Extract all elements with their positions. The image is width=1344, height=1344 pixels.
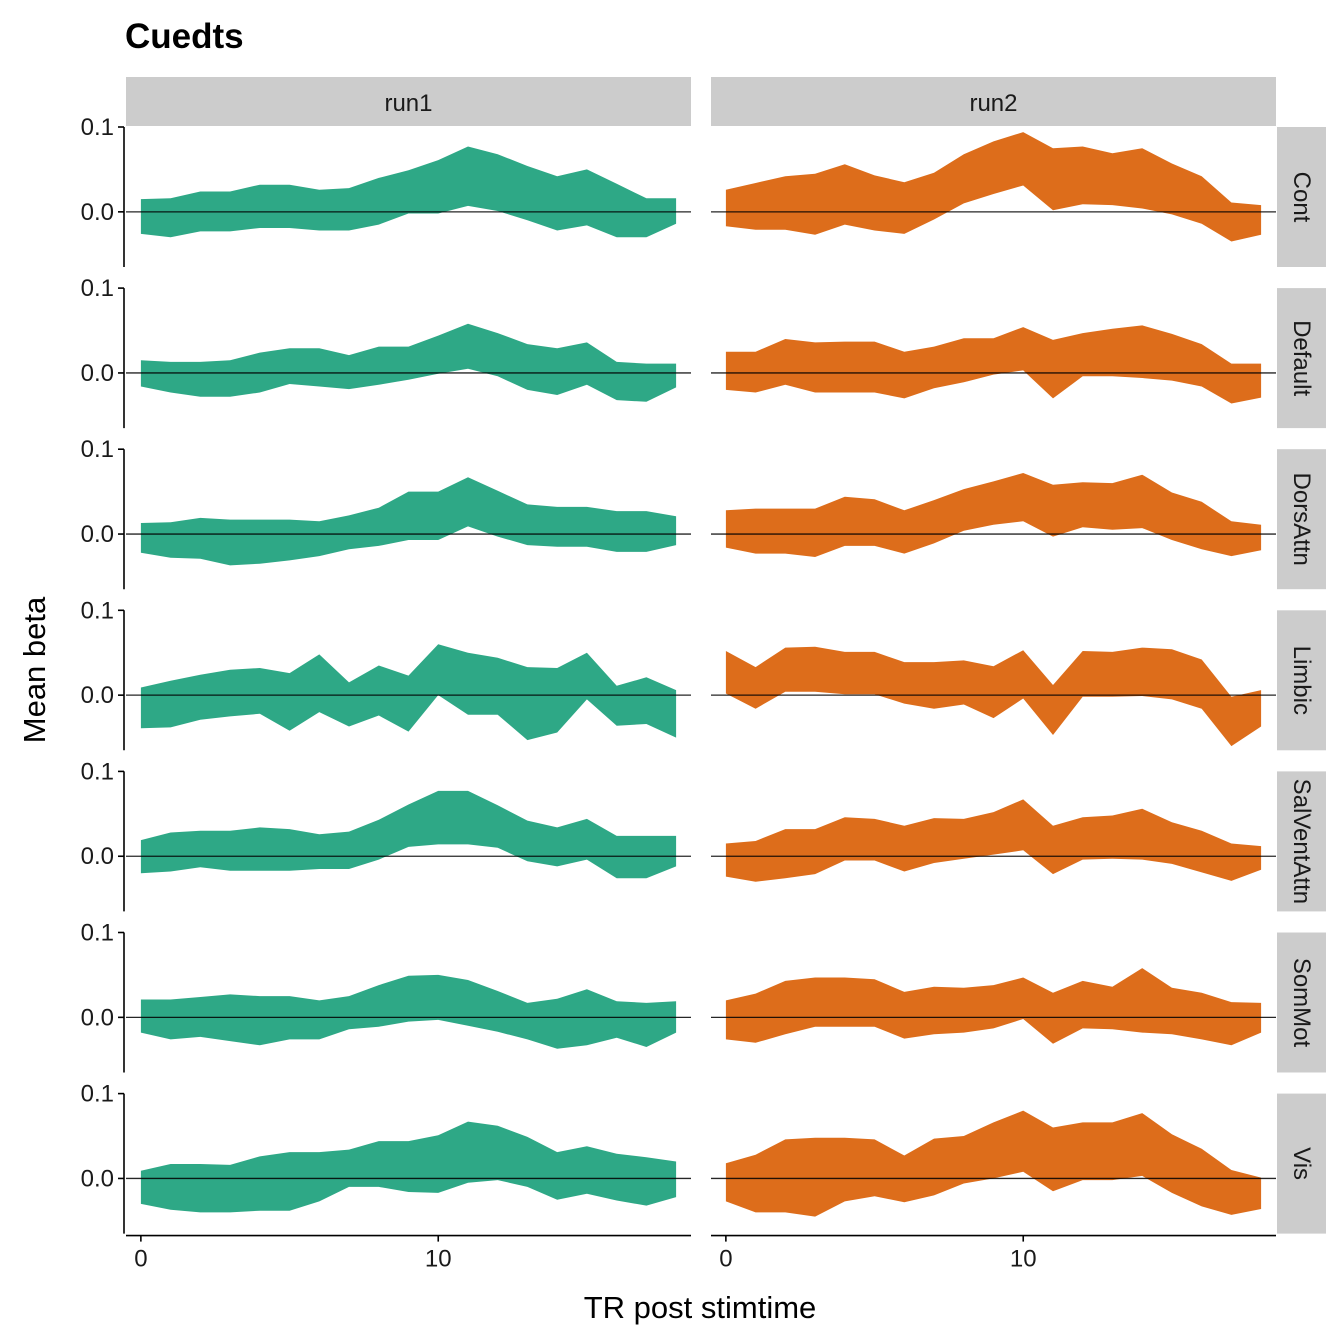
row-strip-label: DorsAttn — [1288, 473, 1315, 566]
ribbon-salventattn-run1 — [140, 790, 677, 879]
x-tick-label: 10 — [1010, 1246, 1037, 1273]
y-tick-label: 0.1 — [81, 920, 114, 947]
ribbon-default-run1 — [140, 323, 677, 402]
y-tick-label: 0.0 — [81, 521, 114, 548]
row-strip — [1277, 932, 1326, 1073]
column-strip-label: run1 — [384, 90, 432, 117]
ribbon-limbic-run1 — [140, 644, 677, 741]
column-strips: run1 run2 — [126, 77, 1276, 126]
row-strips: Cont Default DorsAttn Limbic SalVentAttn SomM… — [1277, 127, 1326, 1234]
ribbon-default-run2 — [725, 325, 1262, 404]
y-tick-label: 0.1 — [81, 436, 114, 463]
row-strip-label: Cont — [1288, 172, 1315, 223]
row-strip-label: Limbic — [1288, 646, 1315, 715]
ribbon-dorsattn-run1 — [140, 477, 677, 566]
row-strip-label: SalVentAttn — [1288, 779, 1315, 904]
row-strip-label: SomMot — [1288, 958, 1315, 1048]
row-strip — [1277, 1093, 1326, 1234]
row-strip — [1277, 449, 1326, 590]
row-strip — [1277, 127, 1326, 267]
x-axes: 0 10 0 10 — [126, 1234, 1276, 1273]
y-axis-label: Mean beta — [17, 596, 52, 743]
y-tick-label: 0.0 — [81, 682, 114, 709]
y-tick-label: 0.1 — [81, 114, 114, 141]
y-tick-label: 0.0 — [81, 843, 114, 870]
y-tick-label: 0.1 — [81, 597, 114, 624]
column-strip — [711, 77, 1276, 126]
ribbon-cont-run1 — [140, 146, 677, 238]
ribbon-vis-run2 — [725, 1110, 1262, 1217]
row-strip-label: Default — [1288, 320, 1315, 396]
y-tick-label: 0.0 — [81, 1165, 114, 1192]
row-strip — [1277, 610, 1326, 751]
y-tick-label: 0.1 — [81, 1081, 114, 1108]
row-strip — [1277, 771, 1326, 912]
y-tick-label: 0.0 — [81, 199, 114, 226]
y-axes: 0.0 0.1 0.0 0.1 0.0 0.1 0.0 0.1 0.0 0.1 0.0 0.1 0.0 0… — [81, 114, 125, 1234]
x-tick-label: 0 — [719, 1246, 732, 1273]
column-strip-label: run2 — [969, 90, 1017, 117]
ribbon-sommot-run2 — [725, 968, 1262, 1046]
ribbon-sommot-run1 — [140, 974, 677, 1049]
ribbon-cont-run2 — [725, 132, 1262, 242]
column-strip — [126, 77, 691, 126]
ribbon-vis-run1 — [140, 1121, 677, 1213]
x-tick-label: 10 — [425, 1246, 452, 1273]
y-tick-label: 0.0 — [81, 1004, 114, 1031]
y-tick-label: 0.1 — [81, 758, 114, 785]
chart-panels — [126, 132, 1276, 1217]
ribbon-dorsattn-run2 — [725, 473, 1262, 557]
row-strip — [1277, 288, 1326, 429]
row-strip-label: Vis — [1288, 1147, 1315, 1180]
ribbon-salventattn-run2 — [725, 799, 1262, 882]
x-tick-label: 0 — [134, 1246, 147, 1273]
y-tick-label: 0.0 — [81, 360, 114, 387]
x-axis-label: TR post stimtime — [584, 1290, 817, 1325]
ribbon-limbic-run2 — [725, 646, 1262, 747]
y-tick-label: 0.1 — [81, 275, 114, 302]
chart-title: Cuedts — [125, 17, 244, 56]
